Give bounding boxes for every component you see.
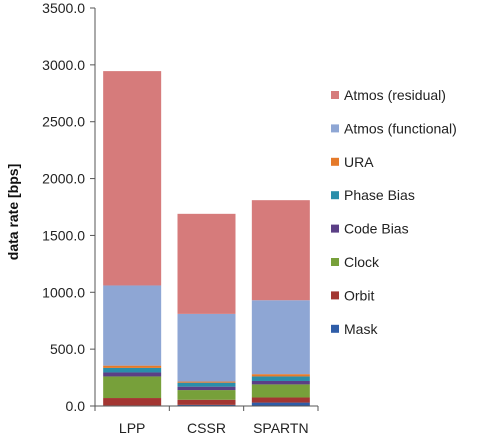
legend-label: Atmos (functional) [344,120,457,136]
legend-label: Code Bias [344,221,409,237]
bar-segment-ura-spartn [251,374,310,377]
bar-segment-ura-cssr [177,381,236,383]
bar-segment-phase-bias-lpp [103,367,162,373]
bar-segment-atmos-functional--spartn [251,300,310,375]
x-tick-label: CSSR [187,420,226,436]
bar-segment-atmos-functional--cssr [177,313,236,382]
legend-swatch [331,191,339,200]
legend-label: Phase Bias [344,187,415,203]
y-tick-label: 1000.0 [42,284,85,300]
y-axis-title: data rate [bps] [5,164,21,260]
y-tick-label: 0.0 [66,398,86,414]
bar-segment-clock-spartn [251,384,310,398]
legend-label: Atmos (residual) [344,87,446,103]
y-tick-label: 1500.0 [42,227,85,243]
bar-segment-clock-cssr [177,390,236,400]
y-tick-label: 500.0 [50,341,85,357]
legend-swatch [331,91,339,99]
bar-segment-atmos-residual--lpp [103,71,162,286]
bar-segment-orbit-spartn [251,397,310,403]
bar-segment-mask-spartn [251,402,310,406]
bar-segment-ura-lpp [103,365,162,368]
bar-segment-phase-bias-cssr [177,382,236,387]
bar-segment-orbit-lpp [103,398,162,406]
y-axis: 0.0 500.0 1000.0 1500.0 2000.0 2500.0 3000.0 35… [42,0,96,414]
y-tick-label: 3000.0 [42,57,85,73]
bar-segment-phase-bias-spartn [251,376,310,381]
legend-item: Atmos (functional) [331,120,457,136]
bar-segment-code-bias-spartn [251,380,310,385]
y-tick-label: 2500.0 [42,114,85,130]
legend-swatch [331,258,339,266]
legend-swatch [331,324,339,333]
legend-swatch [331,224,339,233]
legend-swatch [331,124,339,133]
bars [103,71,310,406]
bar-segment-orbit-cssr [177,399,236,405]
legend-item: URA [331,154,374,170]
bar-segment-clock-lpp [103,376,162,399]
legend: Atmos (residual) Atmos (functional) URA Pha… [331,87,457,337]
bar-segment-atmos-residual--spartn [251,200,310,301]
legend-label: Clock [344,254,380,270]
bar-segment-mask-cssr [177,404,236,406]
legend-item: Phase Bias [331,187,415,203]
x-tick-label: SPARTN [253,420,309,436]
legend-swatch [331,157,339,166]
y-tick-label: 2000.0 [42,171,85,187]
legend-swatch [331,291,339,300]
legend-label: Mask [344,321,378,337]
bar-segment-atmos-functional--lpp [103,285,162,366]
legend-item: Mask [331,321,378,337]
legend-item: Code Bias [331,221,409,237]
legend-label: URA [344,154,374,170]
legend-label: Orbit [344,287,374,303]
bar-segment-atmos-residual--cssr [177,213,236,314]
x-tick-label: LPP [119,420,145,436]
legend-item: Orbit [331,287,374,303]
y-tick-label: 3500.0 [42,0,85,16]
bar-segment-code-bias-lpp [103,372,162,377]
legend-item: Clock [331,254,380,270]
x-axis: LPP CSSR SPARTN [94,405,319,436]
bar-segment-code-bias-cssr [177,386,236,391]
legend-item: Atmos (residual) [331,87,446,103]
